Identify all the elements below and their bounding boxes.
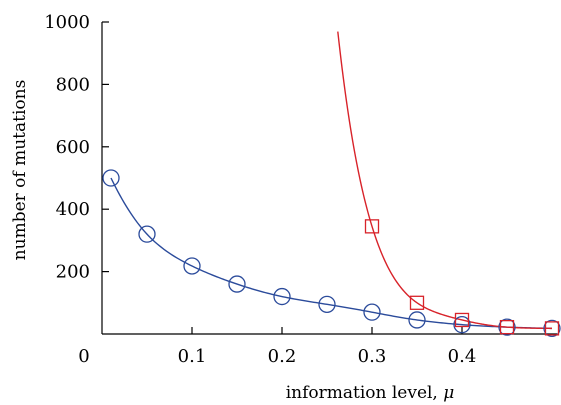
x-axis-label-symbol: μ bbox=[443, 383, 454, 403]
x-tick-label: 0.3 bbox=[358, 346, 387, 367]
x-tick-label: 0.1 bbox=[178, 346, 207, 367]
circle-marker bbox=[543, 319, 561, 338]
circle-marker bbox=[498, 318, 516, 336]
x-tick-label: 0.4 bbox=[448, 346, 477, 367]
square-marker bbox=[499, 319, 515, 335]
circle-marker bbox=[318, 295, 336, 314]
x-tick-label: 0 bbox=[78, 346, 89, 367]
data-markers bbox=[102, 169, 561, 338]
y-ticks: 200 400 600 800 1000 bbox=[44, 12, 109, 283]
x-axis-label: information level, μ bbox=[286, 383, 455, 403]
square-marker bbox=[454, 312, 470, 328]
y-axis-label: number of mutations bbox=[10, 80, 30, 261]
y-tick-label: 200 bbox=[56, 262, 90, 283]
y-tick-label: 1000 bbox=[44, 12, 90, 33]
square-marker bbox=[544, 321, 560, 336]
circle-marker bbox=[138, 225, 156, 243]
square-marker bbox=[409, 295, 425, 310]
circle-marker bbox=[102, 169, 120, 187]
fit-curve-circle bbox=[110, 177, 553, 330]
square-marker bbox=[364, 219, 380, 234]
x-axis-label-text: information level, bbox=[286, 383, 438, 403]
y-tick-label: 600 bbox=[56, 137, 90, 158]
circle-marker bbox=[273, 287, 291, 306]
circle-marker bbox=[228, 275, 246, 293]
y-tick-label: 800 bbox=[56, 74, 90, 95]
circle-marker bbox=[183, 257, 201, 275]
circle-marker bbox=[453, 315, 471, 334]
fit-curve-square bbox=[337, 31, 552, 330]
y-tick-label: 400 bbox=[56, 199, 90, 220]
x-ticks: 0 0.1 0.2 0.3 0.4 bbox=[78, 327, 476, 367]
x-tick-label: 0.2 bbox=[268, 346, 297, 367]
circle-marker bbox=[363, 303, 381, 321]
circle-marker bbox=[408, 311, 426, 329]
fit-curves bbox=[110, 31, 553, 330]
